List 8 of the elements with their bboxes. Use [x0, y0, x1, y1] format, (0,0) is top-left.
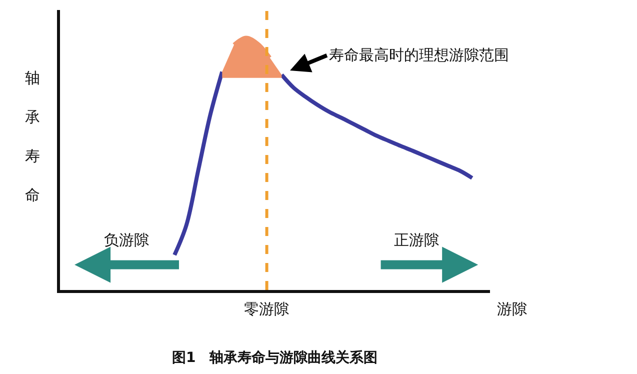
- x-axis-title: 游隙: [497, 300, 527, 318]
- text: 图1 轴承寿命与游隙曲线关系图: [172, 349, 378, 366]
- arrow-note: 寿命最高时的理想游隙范围: [289, 46, 509, 72]
- annotation: 寿命最高时的理想游隙范围: [329, 46, 509, 64]
- text: 负游隙: [104, 231, 149, 249]
- annotation: 正游隙: [394, 231, 439, 249]
- text: 轴承寿命: [25, 69, 40, 204]
- text: 零游隙: [244, 300, 289, 318]
